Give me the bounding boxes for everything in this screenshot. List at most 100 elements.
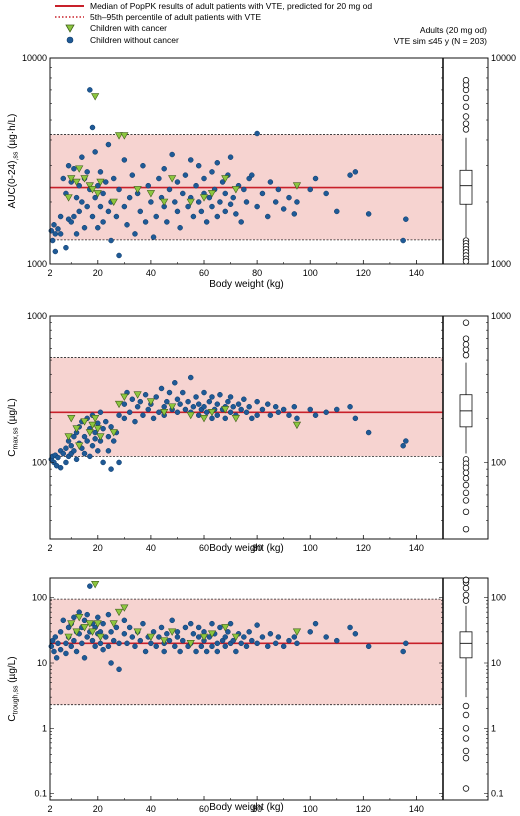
point-without-cancer [180,637,186,644]
point-with-cancer [88,421,97,430]
point-without-cancer [68,643,74,650]
point-without-cancer [307,629,313,635]
point-without-cancer [57,646,64,653]
point-without-cancer [169,617,175,624]
point-without-cancer [243,643,250,650]
chart-panel-1: 2 20 40 60 80 100 120 140 1000 1000 10000 10000 Body… [7,53,516,290]
point-without-cancer [134,404,141,410]
point-without-cancer [291,634,298,640]
point-without-cancer [121,157,128,163]
point-without-cancer [307,406,313,413]
box-outlier [462,754,470,762]
point-without-cancer [71,614,77,621]
point-without-cancer [280,643,287,650]
point-without-cancer [201,175,207,182]
point-without-cancer [76,208,82,215]
point-without-cancer [403,438,409,444]
point-without-cancer [347,624,353,631]
box-outlier [462,469,470,476]
point-without-cancer [97,640,104,647]
point-without-cancer [116,666,122,673]
point-with-cancer [88,628,97,636]
point-without-cancer [172,643,178,650]
point-without-cancer [110,438,117,444]
legend-svg: Median of PopPK results of adult patient… [55,1,487,46]
point-without-cancer [51,648,57,655]
box-outlier [462,126,470,133]
point-without-cancer [105,448,112,454]
point-without-cancer [254,412,260,418]
point-without-cancer [95,614,101,621]
point-with-cancer [207,408,217,417]
plot-frame [49,57,489,265]
point-without-cancer [57,231,64,237]
point-without-cancer [182,172,189,178]
point-with-cancer [80,418,89,426]
point-without-cancer [222,415,229,422]
point-without-cancer [352,169,359,175]
point-without-cancer [187,374,194,381]
y-axis-label: AUC(0-24),ss (µg·h/L) [7,114,20,209]
x-tick-label: 60 [199,804,209,814]
box-outlier [462,481,470,489]
point-without-cancer [272,199,279,205]
point-without-cancer [180,190,186,197]
y-tick-label-left: 0.1 [34,789,47,799]
point-without-cancer [243,199,250,205]
x-tick-label: 80 [252,543,262,553]
point-with-cancer [221,406,230,414]
point-without-cancer [195,624,202,631]
point-without-cancer [400,648,406,655]
point-without-cancer [323,409,329,416]
point-without-cancer [63,445,69,451]
point-without-cancer [84,438,90,444]
point-with-cancer [85,620,94,628]
x-axis-label: Body weight (kg) [209,279,283,290]
x-tick-label: 140 [409,268,424,278]
point-without-cancer [63,244,69,251]
point-without-cancer [129,634,136,640]
y-axis-label-main: C [7,714,18,721]
point-without-cancer [312,620,319,627]
point-without-cancer [233,648,239,655]
point-without-cancer [97,169,104,175]
point-without-cancer [323,190,329,197]
point-without-cancer [84,634,90,640]
point-with-cancer [133,628,142,636]
point-without-cancer [174,634,181,640]
point-without-cancer [73,231,80,237]
y-tick-label-right: 1000 [491,259,511,269]
point-without-cancer [246,404,252,410]
y-tick-label-left: 100 [32,457,47,467]
point-without-cancer [203,219,210,225]
point-without-cancer [79,640,85,647]
point-without-cancer [214,401,221,407]
point-with-cancer [88,186,97,194]
x-tick-label: 40 [146,804,156,814]
plot-frame [49,315,489,540]
point-without-cancer [217,199,223,205]
point-without-cancer [222,643,229,650]
point-without-cancer [238,640,244,647]
point-without-cancer [132,231,138,237]
point-without-cancer [65,162,72,169]
legend-triangle-icon [65,24,75,33]
point-without-cancer [89,213,96,220]
point-without-cancer [254,398,260,405]
box-iqr [459,631,473,659]
y-axis-label-sub: max,ss [13,427,20,450]
box-outlier [462,591,470,599]
point-without-cancer [193,182,199,189]
box-outlier [462,747,470,755]
point-without-cancer [291,211,298,217]
box-iqr [459,169,473,205]
point-without-cancer [312,175,319,182]
legend-item-with-cancer: Children with cancer [65,23,167,33]
x-tick-label: 60 [199,268,209,278]
point-without-cancer [121,631,128,637]
point-without-cancer [164,219,170,225]
point-without-cancer [121,617,128,624]
box-outlier [462,584,470,592]
point-without-cancer [113,213,120,220]
